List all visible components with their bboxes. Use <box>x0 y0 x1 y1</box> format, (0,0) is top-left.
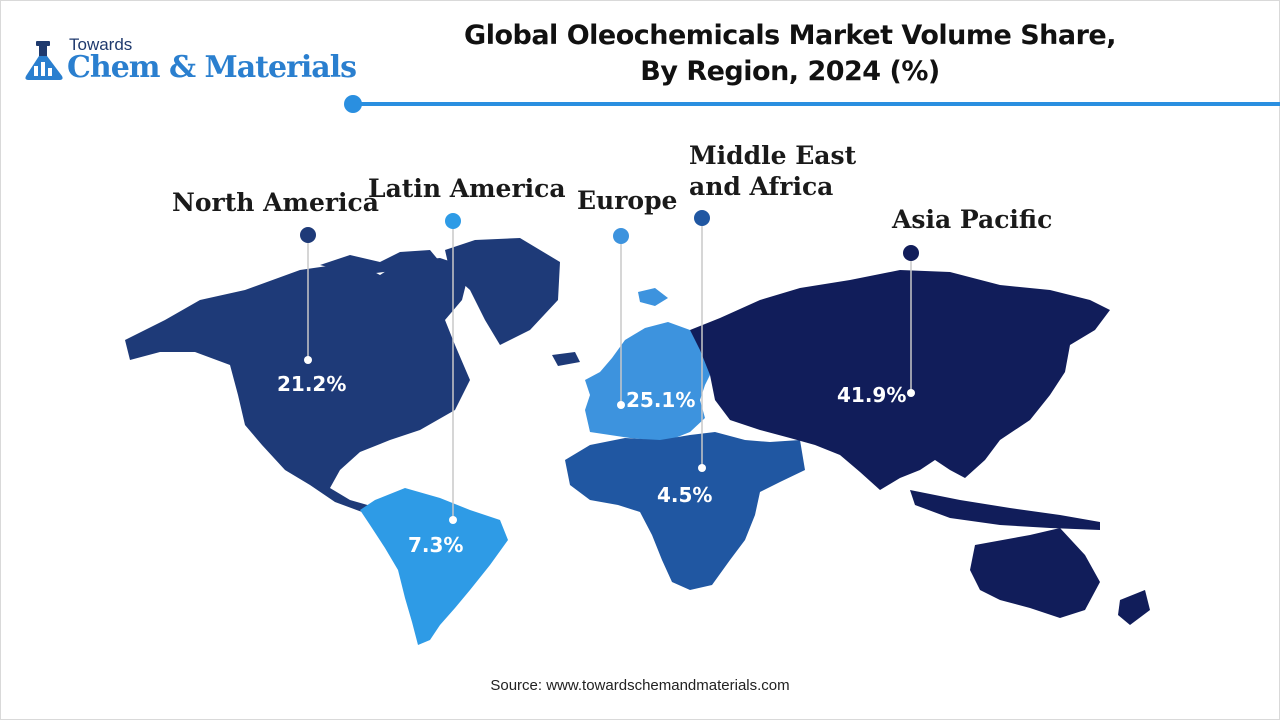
region-label-line: Asia Pacific <box>892 205 1053 234</box>
value-label-latin-america: 7.3% <box>408 533 464 557</box>
region-shape-asia-pacific <box>690 270 1150 625</box>
region-label-line: and Africa <box>689 172 834 201</box>
logo-brand-text: Chem & Materials <box>67 50 357 85</box>
value-label-europe: 25.1% <box>626 388 696 412</box>
region-label-latin-america: Latin America <box>368 173 566 204</box>
anchor-dot-asia-pacific <box>907 389 915 397</box>
title-line-1: Global Oleochemicals Market Volume Share… <box>464 20 1116 51</box>
region-annotations <box>300 210 919 524</box>
logo-top-text: Towards <box>69 35 133 54</box>
value-label-middle-east-africa: 4.5% <box>657 483 713 507</box>
brand-logo: Towards Chem & Materials <box>22 34 357 86</box>
region-label-north-america: North America <box>172 187 379 218</box>
value-label-north-america: 21.2% <box>277 372 347 396</box>
anchor-dot-europe <box>617 401 625 409</box>
marker-dot-europe <box>613 228 629 244</box>
marker-dot-latin-america <box>445 213 461 229</box>
region-shape-europe <box>585 288 715 440</box>
region-shape-north-america <box>125 238 580 522</box>
anchor-dot-north-america <box>304 356 312 364</box>
title-rule-dot <box>344 95 362 113</box>
marker-dot-north-america <box>300 227 316 243</box>
region-label-europe: Europe <box>577 185 677 216</box>
title-line-2: By Region, 2024 (%) <box>640 56 940 87</box>
region-label-line: Europe <box>577 186 678 215</box>
region-label-line: North America <box>172 188 379 217</box>
source-note: Source: www.towardschemandmaterials.com <box>490 677 790 694</box>
title-rule-line <box>358 102 1280 106</box>
value-label-asia-pacific: 41.9% <box>837 383 907 407</box>
region-label-line: Latin America <box>368 174 566 203</box>
region-label-line: Middle East <box>689 141 857 170</box>
anchor-dot-latin-america <box>449 516 457 524</box>
marker-dot-asia-pacific <box>903 245 919 261</box>
region-label-middle-east-africa: Middle East and Africa <box>689 140 856 202</box>
region-label-asia-pacific: Asia Pacific <box>892 204 1052 235</box>
region-shape-latin-america <box>360 488 508 645</box>
chart-title: Global Oleochemicals Market Volume Share… <box>440 18 1140 90</box>
anchor-dot-middle-east-africa <box>698 464 706 472</box>
marker-dot-middle-east-africa <box>694 210 710 226</box>
flask-icon <box>25 41 63 80</box>
region-shape-middle-east-africa <box>565 432 805 590</box>
